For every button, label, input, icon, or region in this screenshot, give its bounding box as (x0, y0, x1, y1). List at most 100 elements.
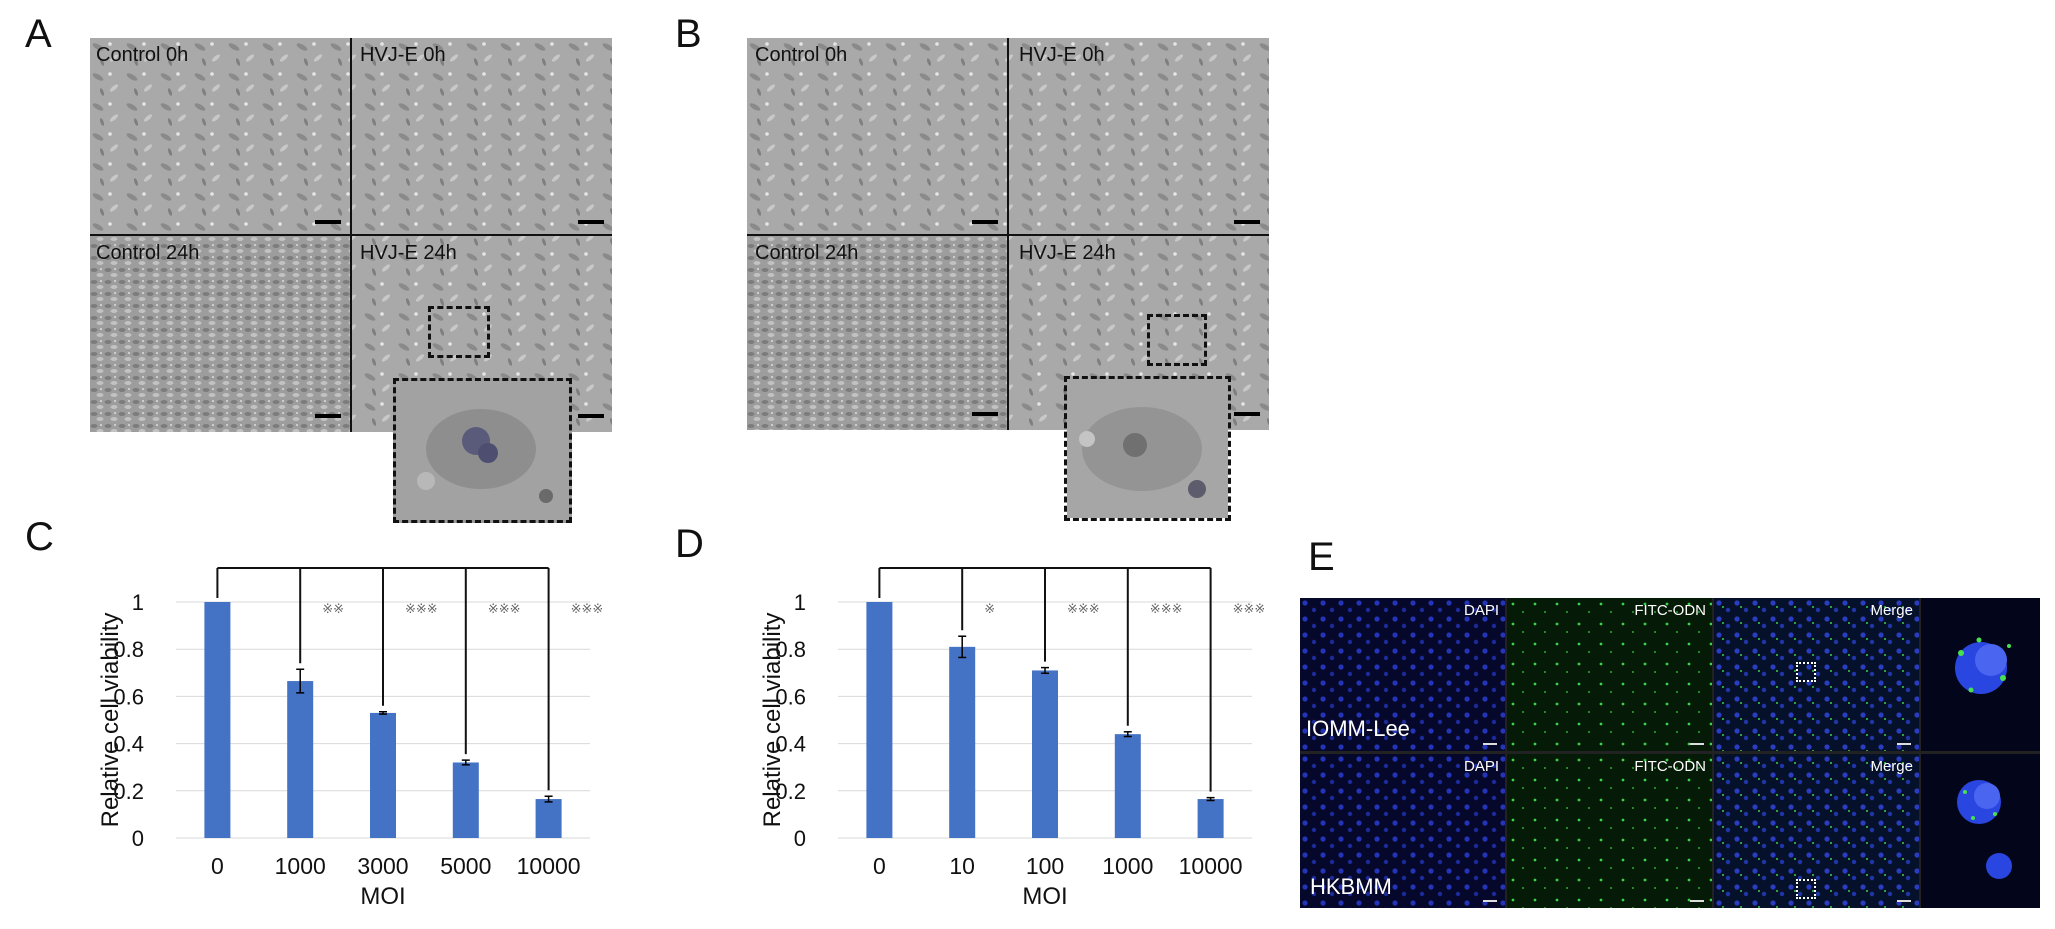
bar (535, 799, 562, 838)
y-tick-label: 1 (132, 590, 144, 615)
fluor-merge-hkbmm: Merge (1714, 754, 1919, 908)
channel-label-dapi: DAPI (1463, 602, 1499, 619)
scale-bar (972, 412, 998, 416)
zoom-inset-b-texture (1067, 379, 1228, 518)
significance-marker: ※※※ (405, 601, 438, 616)
bar (287, 681, 314, 838)
label-control-0h: Control 0h (755, 44, 848, 66)
bar (866, 602, 893, 838)
y-tick-label: 0 (794, 826, 806, 851)
label-hvje-0h: HVJ-E 0h (360, 44, 446, 66)
significance-marker: ※※※ (1150, 601, 1183, 616)
bar (949, 646, 976, 838)
significance-marker: ※ (984, 601, 995, 616)
fluor-dapi-iomm: DAPI IOMM-Lee (1300, 598, 1505, 751)
scale-bar (578, 220, 604, 224)
channel-label-merge: Merge (1870, 758, 1913, 775)
fitc-texture (1507, 598, 1712, 751)
y-tick-label: 0.4 (775, 732, 806, 757)
significance-marker: ※※※ (1233, 601, 1266, 616)
scale-bar (315, 414, 341, 418)
significance-marker: ※※※ (488, 601, 521, 616)
grid-divider-horizontal (90, 234, 612, 236)
x-tick-label: 5000 (440, 853, 491, 879)
scale-bar (578, 414, 604, 418)
scale-bar (315, 220, 341, 224)
bar (1197, 799, 1224, 838)
scale-bar (972, 220, 998, 224)
fluor-fitc-hkbmm: FITC-ODN (1507, 754, 1712, 908)
label-hvje-0h: HVJ-E 0h (1019, 44, 1105, 66)
fluor-merge-iomm: Merge (1714, 598, 1919, 751)
merge-texture (1714, 598, 1919, 751)
fluorescence-grid: DAPI IOMM-Lee FITC-ODN Merge DAPI HKBMM (1300, 598, 2040, 908)
y-tick-label: 0.8 (113, 637, 144, 662)
micrograph-panel-a: Control 0h HVJ-E 0h Control 24h HVJ-E 24… (90, 38, 612, 432)
merge-texture (1714, 754, 1919, 908)
zoom-region-box (1796, 662, 1816, 682)
x-tick-label: 1000 (275, 853, 326, 879)
panel-letter-b: B (675, 12, 702, 56)
cell-line-label-hkbmm: HKBMM (1310, 874, 1392, 899)
region-of-interest-box (428, 306, 490, 358)
bar (204, 602, 231, 838)
x-axis-label: MOI (360, 883, 405, 910)
scale-bar (1690, 900, 1704, 902)
y-tick-label: 0 (132, 826, 144, 851)
fluor-fitc-iomm: FITC-ODN (1507, 598, 1712, 751)
y-tick-label: 0.6 (775, 684, 806, 709)
bar (452, 762, 479, 838)
scale-bar (1234, 220, 1260, 224)
significance-marker: ※※※ (1067, 601, 1100, 616)
y-tick-label: 0.8 (775, 637, 806, 662)
scale-bar (1483, 900, 1497, 902)
panel-letter-d: D (675, 522, 704, 566)
significance-marker: ※※ (322, 601, 344, 616)
channel-label-merge: Merge (1870, 602, 1913, 619)
label-control-0h: Control 0h (96, 44, 189, 66)
scale-bar (1897, 900, 1911, 902)
label-hvje-24h: HVJ-E 24h (360, 242, 457, 264)
y-tick-label: 0.6 (113, 684, 144, 709)
significance-marker: ※※※ (571, 601, 604, 616)
region-of-interest-box (1147, 314, 1207, 366)
channel-label-fitc-odn: FITC-ODN (1634, 758, 1706, 775)
scale-bar (1690, 743, 1704, 745)
label-control-24h: Control 24h (755, 242, 859, 264)
cell-line-label-iomm-lee: IOMM-Lee (1306, 716, 1410, 741)
x-tick-label: 10 (949, 853, 975, 879)
bar (1114, 734, 1141, 838)
bar (370, 712, 396, 838)
chart-panel-d: 0 0.2 0.4 0.6 0.8 1 Relative cell viability 0 10… (759, 567, 1266, 910)
zoom-cell-texture (1921, 598, 2040, 751)
x-axis-label: MOI (1022, 883, 1067, 910)
y-tick-label: 0.2 (775, 779, 806, 804)
scale-bar (1234, 412, 1260, 416)
zoom-cell-texture (1921, 754, 2040, 908)
channel-label-dapi: DAPI (1463, 758, 1499, 775)
y-axis-label: Relative cell viability (759, 613, 786, 828)
x-tick-label: 1000 (1102, 853, 1153, 879)
zoom-inset-a-texture (396, 381, 569, 520)
y-tick-label: 0.4 (113, 732, 144, 757)
chart-panel-c: 0 0.2 0.4 0.6 0.8 1 Relative cell viability 0 10… (97, 567, 604, 910)
panel-letter-e: E (1308, 535, 1335, 579)
dapi-nuclei-texture (1300, 754, 1505, 908)
y-tick-label: 0.2 (113, 779, 144, 804)
label-control-24h: Control 24h (96, 242, 200, 264)
dapi-nuclei-texture (1300, 598, 1505, 751)
zoom-inset-b (1064, 376, 1231, 521)
x-tick-label: 3000 (357, 853, 408, 879)
zoom-region-box (1796, 879, 1816, 899)
scale-bar (1483, 743, 1497, 745)
channel-label-fitc-odn: FITC-ODN (1634, 602, 1706, 619)
bar (1032, 670, 1058, 838)
fluor-dapi-hkbmm: DAPI HKBMM (1300, 754, 1505, 908)
y-tick-label: 1 (794, 590, 806, 615)
fitc-texture (1507, 754, 1712, 908)
x-tick-label: 10000 (1179, 853, 1243, 879)
grid-divider-horizontal (747, 234, 1269, 236)
x-tick-label: 0 (211, 853, 224, 879)
scale-bar (1897, 743, 1911, 745)
fluor-zoom-hkbmm (1921, 754, 2040, 908)
